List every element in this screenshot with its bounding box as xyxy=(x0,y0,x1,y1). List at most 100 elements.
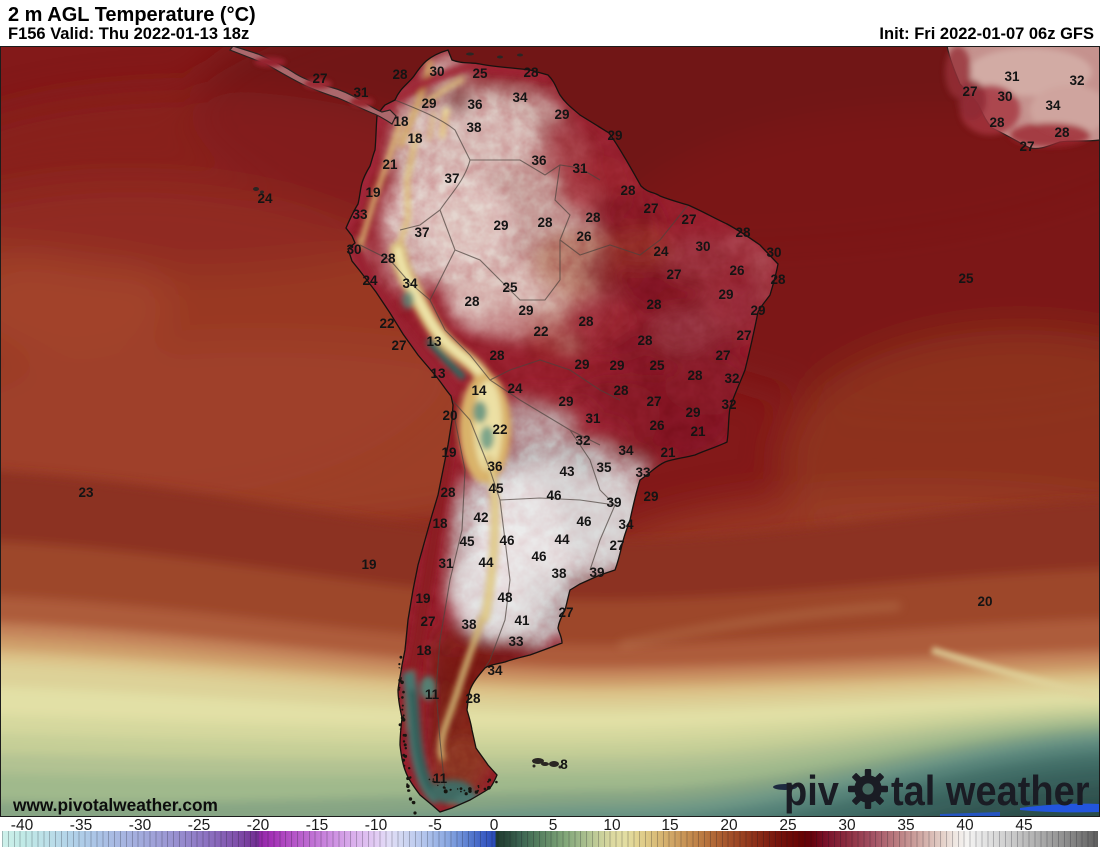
svg-text:38: 38 xyxy=(466,120,482,135)
svg-text:19: 19 xyxy=(361,557,376,572)
svg-text:13: 13 xyxy=(426,334,442,349)
svg-text:20: 20 xyxy=(442,408,457,423)
svg-text:29: 29 xyxy=(718,287,733,302)
svg-text:35: 35 xyxy=(596,460,612,475)
svg-text:32: 32 xyxy=(575,433,590,448)
svg-text:24: 24 xyxy=(362,273,378,288)
svg-text:22: 22 xyxy=(533,324,548,339)
svg-text:19: 19 xyxy=(415,591,430,606)
svg-text:29: 29 xyxy=(574,357,589,372)
svg-text:42: 42 xyxy=(473,510,488,525)
svg-text:29: 29 xyxy=(609,358,624,373)
svg-text:29: 29 xyxy=(493,218,508,233)
svg-text:29: 29 xyxy=(558,394,573,409)
svg-text:28: 28 xyxy=(464,294,480,309)
svg-text:18: 18 xyxy=(432,516,448,531)
svg-text:25: 25 xyxy=(649,358,665,373)
svg-text:30: 30 xyxy=(429,64,444,79)
svg-text:13: 13 xyxy=(430,366,446,381)
svg-text:30: 30 xyxy=(766,245,781,260)
svg-text:28: 28 xyxy=(1054,125,1070,140)
svg-text:41: 41 xyxy=(514,613,530,628)
svg-text:34: 34 xyxy=(487,663,503,678)
svg-text:31: 31 xyxy=(1004,69,1020,84)
svg-text:27: 27 xyxy=(666,267,681,282)
svg-text:48: 48 xyxy=(497,590,513,605)
svg-text:34: 34 xyxy=(618,517,634,532)
svg-text:tal weather: tal weather xyxy=(891,768,1090,814)
svg-text:19: 19 xyxy=(441,445,456,460)
svg-text:34: 34 xyxy=(402,276,418,291)
svg-text:27: 27 xyxy=(609,538,624,553)
svg-text:19: 19 xyxy=(365,185,380,200)
svg-text:29: 29 xyxy=(607,128,622,143)
svg-text:28: 28 xyxy=(523,65,539,80)
svg-text:32: 32 xyxy=(1069,73,1084,88)
svg-text:44: 44 xyxy=(554,532,570,547)
svg-text:28: 28 xyxy=(989,115,1005,130)
svg-text:28: 28 xyxy=(440,485,456,500)
svg-text:21: 21 xyxy=(382,157,398,172)
svg-text:14: 14 xyxy=(471,383,487,398)
svg-text:43: 43 xyxy=(559,464,575,479)
svg-text:27: 27 xyxy=(736,328,751,343)
svg-text:31: 31 xyxy=(572,161,588,176)
svg-text:29: 29 xyxy=(685,405,700,420)
svg-text:21: 21 xyxy=(660,445,676,460)
svg-text:30: 30 xyxy=(346,242,361,257)
svg-text:28: 28 xyxy=(380,251,396,266)
svg-text:46: 46 xyxy=(546,488,562,503)
svg-text:27: 27 xyxy=(643,201,658,216)
svg-text:38: 38 xyxy=(551,566,567,581)
svg-text:31: 31 xyxy=(585,411,601,426)
svg-text:28: 28 xyxy=(735,225,751,240)
svg-text:37: 37 xyxy=(444,171,459,186)
svg-text:38: 38 xyxy=(461,617,477,632)
svg-text:22: 22 xyxy=(492,422,507,437)
svg-text:36: 36 xyxy=(467,97,483,112)
svg-text:28: 28 xyxy=(770,272,786,287)
svg-text:24: 24 xyxy=(257,191,273,206)
svg-text:11: 11 xyxy=(425,687,440,702)
svg-text:29: 29 xyxy=(643,489,658,504)
svg-text:11: 11 xyxy=(433,771,448,786)
svg-text:18: 18 xyxy=(393,114,409,129)
svg-text:37: 37 xyxy=(414,225,429,240)
svg-text:31: 31 xyxy=(438,556,454,571)
svg-text:25: 25 xyxy=(502,280,518,295)
svg-text:28: 28 xyxy=(646,297,662,312)
svg-text:27: 27 xyxy=(420,614,435,629)
svg-text:28: 28 xyxy=(637,333,653,348)
svg-text:25: 25 xyxy=(958,271,974,286)
svg-text:32: 32 xyxy=(721,397,736,412)
svg-text:26: 26 xyxy=(649,418,665,433)
svg-text:39: 39 xyxy=(606,495,621,510)
svg-text:24: 24 xyxy=(653,244,669,259)
svg-text:34: 34 xyxy=(1045,98,1061,113)
svg-text:23: 23 xyxy=(78,485,94,500)
svg-text:28: 28 xyxy=(489,348,505,363)
svg-text:18: 18 xyxy=(407,131,423,146)
svg-text:36: 36 xyxy=(531,153,547,168)
svg-text:27: 27 xyxy=(391,338,406,353)
svg-text:28: 28 xyxy=(620,183,636,198)
svg-text:45: 45 xyxy=(459,534,475,549)
svg-text:46: 46 xyxy=(576,514,592,529)
svg-text:30: 30 xyxy=(997,89,1012,104)
svg-text:27: 27 xyxy=(558,605,573,620)
svg-text:25: 25 xyxy=(472,66,488,81)
svg-text:28: 28 xyxy=(613,383,629,398)
svg-text:46: 46 xyxy=(531,549,547,564)
svg-text:33: 33 xyxy=(508,634,524,649)
svg-text:22: 22 xyxy=(379,316,394,331)
svg-text:28: 28 xyxy=(537,215,553,230)
svg-text:29: 29 xyxy=(518,303,533,318)
svg-text:33: 33 xyxy=(352,207,368,222)
svg-text:8: 8 xyxy=(560,757,568,772)
svg-text:29: 29 xyxy=(554,107,569,122)
svg-text:www.pivotalweather.com: www.pivotalweather.com xyxy=(12,795,218,815)
svg-text:26: 26 xyxy=(576,229,592,244)
svg-text:27: 27 xyxy=(1019,139,1034,154)
svg-text:20: 20 xyxy=(977,594,992,609)
svg-text:28: 28 xyxy=(585,210,601,225)
